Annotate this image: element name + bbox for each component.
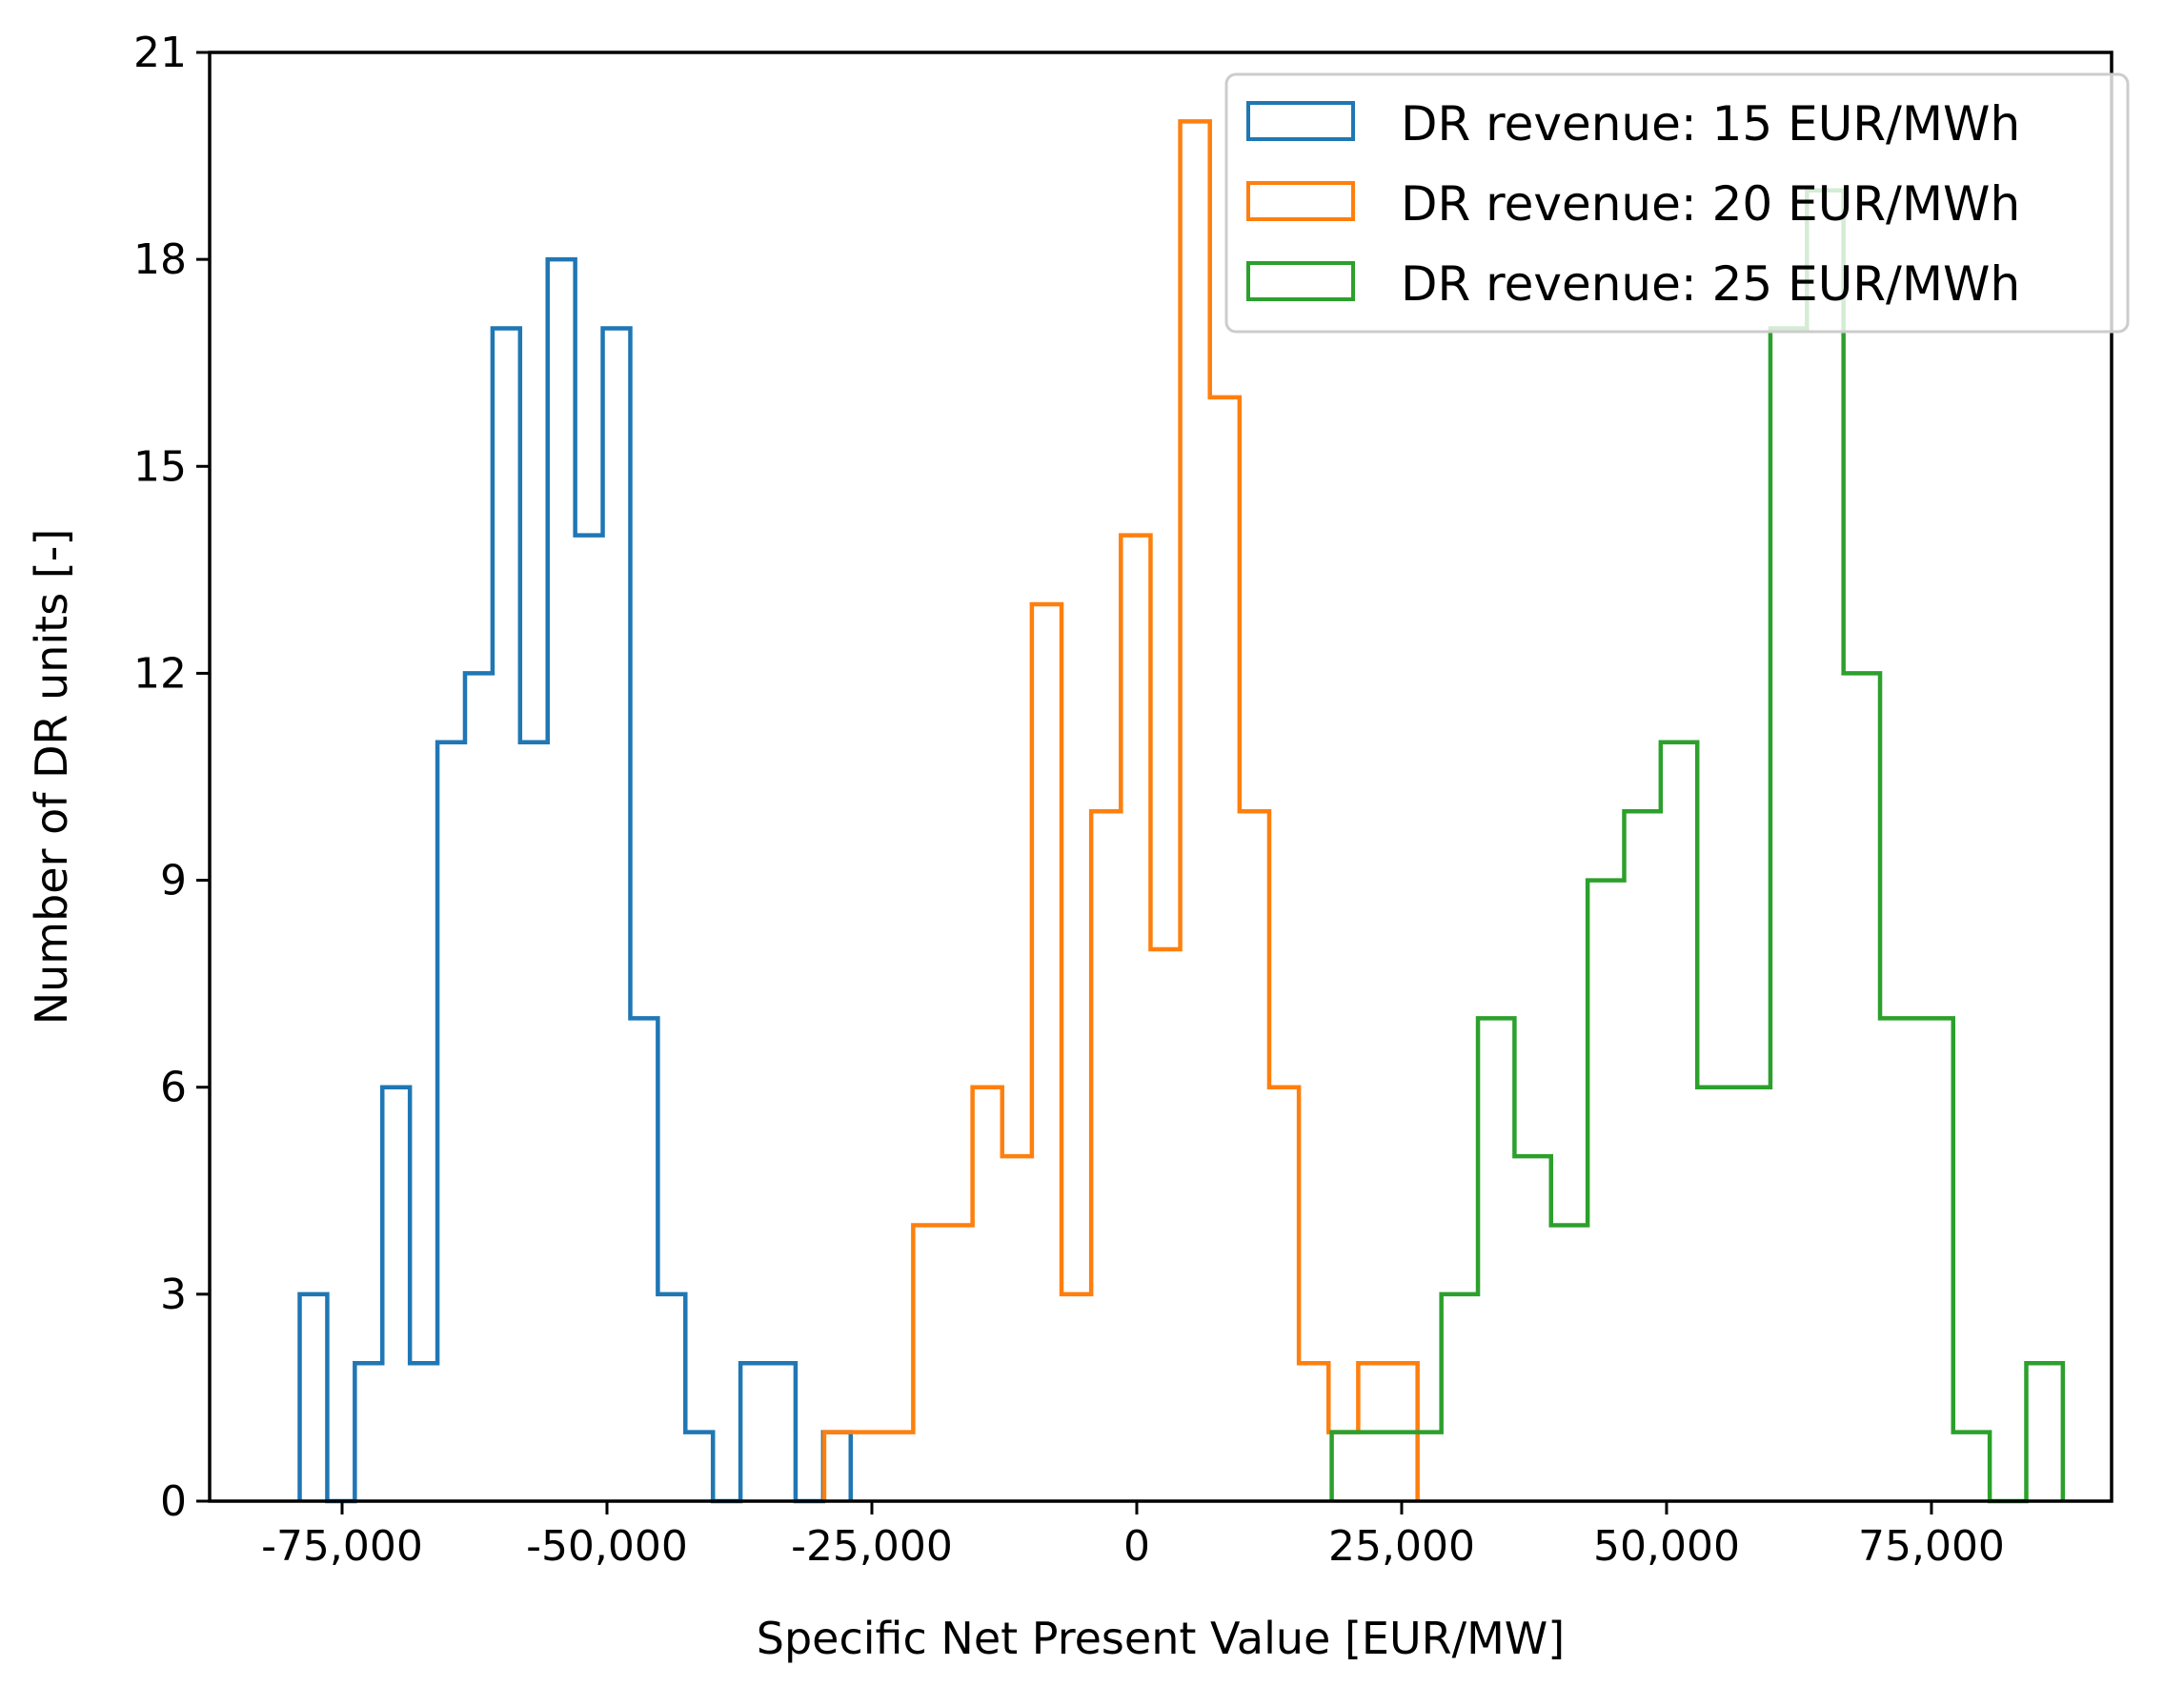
series-layer [297,119,2066,1504]
x-tick-label: -50,000 [526,1522,688,1571]
plot-area [297,119,2066,1504]
y-tick-label: 15 [133,442,187,491]
histogram-series-1 [821,119,1420,1501]
x-axis-ticks: -75,000 -50,000 -25,000 0 25,000 50,000 75,000 [261,1501,2005,1571]
histogram-series-0 [297,256,853,1504]
legend: DR revenue: 15 EUR/MWh DR revenue: 20 EU… [1224,72,2130,334]
legend-swatch-15 [1246,101,1355,141]
legend-label-25: DR revenue: 25 EUR/MWh [1401,256,2020,312]
legend-box [1224,72,2130,334]
y-axis-label: Number of DR units [-] [26,529,77,1026]
x-tick-label: 75,000 [1858,1522,2005,1571]
x-tick-label: 0 [1123,1522,1150,1571]
x-tick-label: -25,000 [791,1522,953,1571]
legend-label-20: DR revenue: 20 EUR/MWh [1401,176,2020,232]
legend-entry-25: DR revenue: 25 EUR/MWh [1246,256,2020,312]
y-tick-label: 0 [160,1477,187,1526]
x-tick-label: -75,000 [261,1522,423,1571]
y-axis-ticks: 0 3 6 9 12 15 18 21 [133,29,210,1526]
x-tick-label: 25,000 [1328,1522,1475,1571]
histogram-series-2 [1329,188,2066,1504]
y-tick-label: 9 [160,857,187,905]
y-tick-label: 12 [133,649,187,698]
legend-entry-15: DR revenue: 15 EUR/MWh [1246,96,2020,152]
y-tick-label: 3 [160,1270,187,1319]
y-tick-label: 6 [160,1064,187,1112]
y-tick-label: 18 [133,235,187,284]
x-axis-label: Specific Net Present Value [EUR/MW] [757,1613,1565,1664]
plot-frame [208,51,2113,1503]
legend-entry-20: DR revenue: 20 EUR/MWh [1246,176,2020,232]
legend-swatch-20 [1246,181,1355,221]
x-tick-label: 50,000 [1593,1522,1740,1571]
legend-swatch-25 [1246,261,1355,301]
legend-label-15: DR revenue: 15 EUR/MWh [1401,96,2020,152]
y-tick-label: 21 [133,29,187,77]
